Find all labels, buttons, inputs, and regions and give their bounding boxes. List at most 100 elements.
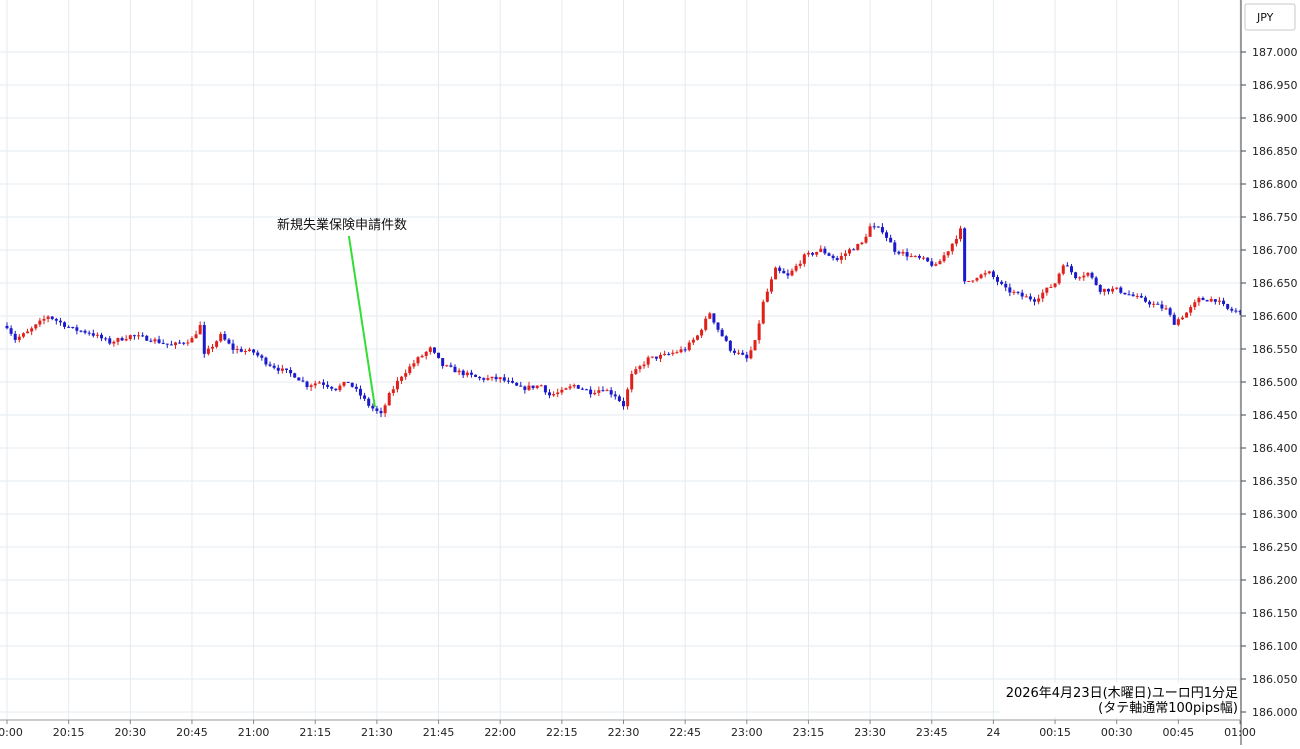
candle-body xyxy=(9,328,13,334)
candle-body xyxy=(342,381,346,386)
candle-body xyxy=(839,256,843,260)
candle-body xyxy=(1065,265,1069,267)
candle-body xyxy=(593,392,597,395)
candle-body xyxy=(391,389,395,394)
candle-body xyxy=(700,329,704,336)
candle-body xyxy=(1078,277,1082,279)
candle-body xyxy=(1222,300,1226,305)
candle-body xyxy=(149,340,153,342)
candle-body xyxy=(367,398,371,406)
candle-body xyxy=(141,335,145,337)
candle-body xyxy=(264,357,268,365)
candle-body xyxy=(552,394,556,396)
candle-body xyxy=(437,352,441,359)
candle-body xyxy=(979,274,983,279)
candle-body xyxy=(161,342,165,344)
candle-body xyxy=(153,339,157,342)
candle-body xyxy=(802,254,806,264)
candle-body xyxy=(395,380,399,390)
candle-body xyxy=(313,383,317,386)
currency-label: JPY xyxy=(1256,11,1274,24)
candle-body xyxy=(54,318,58,321)
candle-body xyxy=(535,385,539,389)
candle-body xyxy=(50,316,54,319)
candle-body xyxy=(987,271,991,274)
time-tick-label: 21:00 xyxy=(238,726,270,739)
candle-body xyxy=(1049,286,1053,288)
candle-body xyxy=(1024,296,1028,298)
candle-body xyxy=(679,349,683,353)
candle-body xyxy=(116,338,120,342)
candle-body xyxy=(564,388,568,390)
candle-body xyxy=(880,227,884,233)
candle-body xyxy=(971,280,975,282)
candle-body xyxy=(774,267,778,280)
candle-body xyxy=(1193,302,1197,308)
candle-body xyxy=(416,357,420,364)
candle-body xyxy=(778,267,782,271)
price-tick-label: 186.700 xyxy=(1252,244,1298,257)
candle-body xyxy=(885,232,889,238)
candle-body xyxy=(613,394,617,397)
candle-body xyxy=(650,356,654,358)
candle-body xyxy=(490,376,494,379)
candle-body xyxy=(1016,291,1020,293)
candle-body xyxy=(1185,312,1189,318)
time-tick-label: 22:30 xyxy=(608,726,640,739)
candle-body xyxy=(539,385,543,387)
candle-body xyxy=(202,325,206,354)
candle-body xyxy=(724,336,728,341)
candle-body xyxy=(260,355,264,358)
candle-body xyxy=(63,322,67,327)
candle-body xyxy=(75,327,79,331)
candle-body xyxy=(872,226,876,228)
price-tick-label: 186.100 xyxy=(1252,640,1298,653)
candle-body xyxy=(691,339,695,343)
candle-body xyxy=(1230,308,1234,311)
candle-body xyxy=(1028,296,1032,300)
candle-body xyxy=(975,278,979,281)
candle-body xyxy=(268,364,272,366)
candle-body xyxy=(13,333,17,340)
candle-body xyxy=(720,329,724,337)
candle-body xyxy=(806,252,810,255)
candle-body xyxy=(893,242,897,252)
price-tick-label: 186.300 xyxy=(1252,508,1298,521)
candle-body xyxy=(782,270,786,274)
candle-body xyxy=(1106,288,1110,292)
candle-body xyxy=(1238,311,1242,313)
candle-body xyxy=(1119,287,1123,293)
candle-body xyxy=(95,334,99,336)
candle-body xyxy=(1127,294,1131,296)
candle-body xyxy=(46,316,50,319)
candle-body xyxy=(1045,287,1049,293)
price-tick-label: 186.800 xyxy=(1252,178,1298,191)
candle-body xyxy=(474,374,478,377)
candle-body xyxy=(753,340,757,351)
candle-body xyxy=(938,261,942,265)
candle-body xyxy=(913,255,917,257)
candle-body xyxy=(1074,272,1078,279)
time-tick-label: 20:00 xyxy=(0,726,23,739)
price-tick-label: 186.050 xyxy=(1252,673,1298,686)
candle-body xyxy=(256,352,260,356)
candle-body xyxy=(441,358,445,366)
candle-body xyxy=(963,228,967,282)
candle-body xyxy=(1152,303,1156,305)
candle-body xyxy=(769,279,773,292)
candle-body xyxy=(1176,319,1180,325)
candle-body xyxy=(317,382,321,384)
time-axis: 20:00 20:15 20:30 20:45 21:00 21:15 21:30 21:45… xyxy=(0,720,1256,739)
candle-body xyxy=(1234,310,1238,312)
candle-body xyxy=(100,334,104,339)
candle-body xyxy=(1143,297,1147,302)
candle-body xyxy=(1180,317,1184,320)
candle-body xyxy=(585,389,589,391)
candle-body xyxy=(227,339,231,344)
price-tick-label: 186.600 xyxy=(1252,310,1298,323)
candle-body xyxy=(527,385,531,390)
candle-body xyxy=(876,226,880,228)
grid xyxy=(0,0,1241,720)
